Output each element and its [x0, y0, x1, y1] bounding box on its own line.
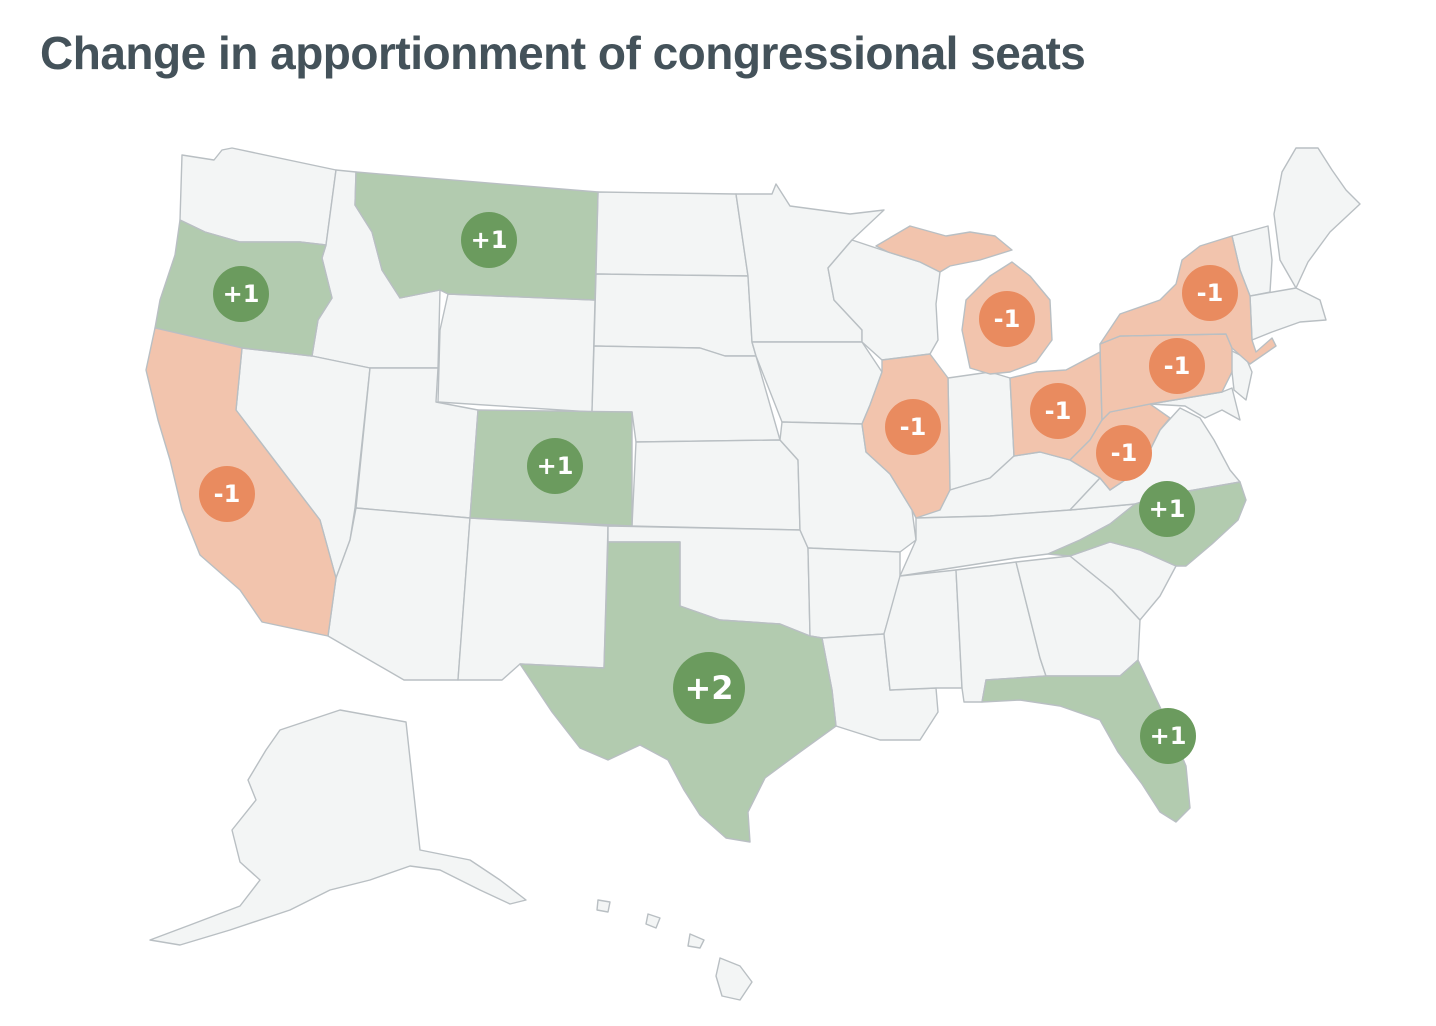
badge-label-michigan: -1: [994, 305, 1021, 333]
badge-label-montana: +1: [471, 226, 508, 254]
badge-new-york: -1: [1182, 265, 1238, 321]
neutral-states: [149, 147, 1361, 1001]
badge-montana: +1: [461, 212, 517, 268]
state-south-dakota[interactable]: [593, 273, 757, 357]
state-north-dakota[interactable]: [595, 191, 749, 277]
badge-label-pennsylvania: -1: [1164, 352, 1191, 380]
badge-label-illinois: -1: [900, 413, 927, 441]
state-michigan-upper[interactable]: [875, 225, 1013, 273]
badge-label-texas: +2: [684, 669, 733, 707]
badge-oregon: +1: [213, 266, 269, 322]
badge-florida: +1: [1140, 708, 1196, 764]
badge-label-colorado: +1: [537, 452, 574, 480]
badge-pennsylvania: -1: [1149, 338, 1205, 394]
state-wyoming[interactable]: [437, 293, 596, 413]
state-hawaii-maui[interactable]: [687, 933, 705, 949]
badge-illinois: -1: [885, 399, 941, 455]
badge-label-oregon: +1: [223, 280, 260, 308]
badge-michigan: -1: [979, 291, 1035, 347]
badges: +1 +1 +1 +2 +1 +1 -1 -1: [199, 212, 1238, 764]
state-washington[interactable]: [179, 147, 337, 246]
state-alaska[interactable]: [149, 709, 527, 946]
badge-label-florida: +1: [1150, 722, 1187, 750]
map-title: Change in apportionment of congressional…: [40, 27, 1086, 79]
badge-texas: +2: [673, 652, 745, 724]
badge-label-north-carolina: +1: [1149, 495, 1186, 523]
state-florida[interactable]: [981, 659, 1191, 823]
state-maryland-delaware[interactable]: [1149, 387, 1241, 421]
badge-label-west-virginia: -1: [1111, 439, 1138, 467]
badge-label-california: -1: [214, 480, 241, 508]
badge-label-ohio: -1: [1045, 397, 1072, 425]
badge-colorado: +1: [527, 438, 583, 494]
state-hawaii-big-island[interactable]: [715, 957, 753, 1001]
state-new-mexico[interactable]: [457, 517, 609, 681]
badge-california: -1: [199, 466, 255, 522]
badge-label-new-york: -1: [1197, 279, 1224, 307]
state-maine[interactable]: [1273, 147, 1361, 289]
badge-ohio: -1: [1030, 383, 1086, 439]
badge-west-virginia: -1: [1096, 425, 1152, 481]
state-hawaii-kauai[interactable]: [596, 899, 611, 913]
badge-north-carolina: +1: [1139, 481, 1195, 537]
state-southern-new-england[interactable]: [1249, 287, 1327, 341]
state-hawaii-oahu[interactable]: [645, 913, 661, 929]
state-kansas[interactable]: [631, 439, 801, 531]
